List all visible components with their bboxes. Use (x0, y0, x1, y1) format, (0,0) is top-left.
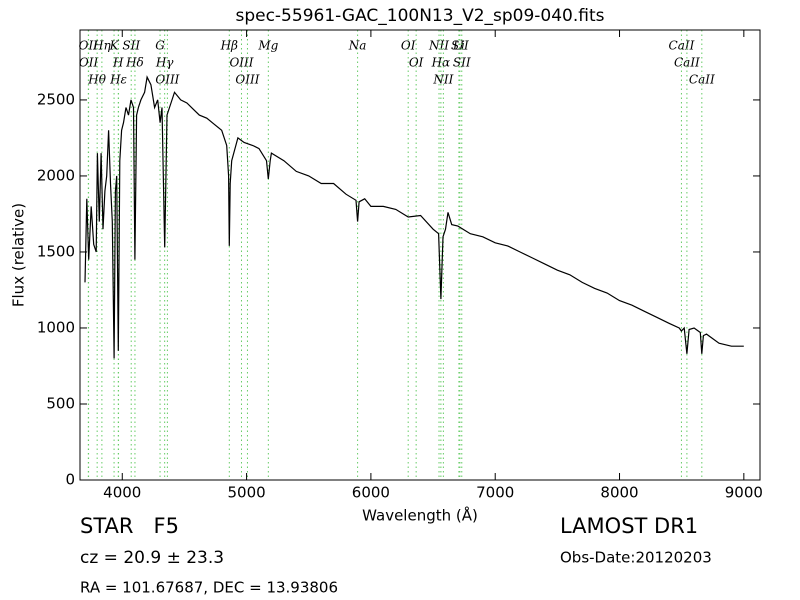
spectral-line-label: Hδ (125, 56, 144, 70)
spectral-line-label: K (109, 39, 120, 53)
spectral-line-label: OIII (229, 56, 253, 70)
spectral-line-label: Hθ (87, 73, 106, 87)
spectral-line-label: Hη (92, 39, 111, 53)
spectral-line-label: Hβ (220, 39, 238, 53)
spectral-line-label: CaII (689, 73, 715, 87)
x-tick-label: 4000 (103, 484, 141, 502)
y-tick-label: 2000 (37, 166, 75, 184)
y-axis-label: Flux (relative) (10, 203, 28, 307)
x-tick-label: 7000 (476, 484, 514, 502)
chart-title: spec-55961-GAC_100N13_V2_sp09-040.fits (235, 6, 604, 26)
spectrum-line (84, 75, 744, 359)
spectral-line-label: SII (122, 39, 140, 53)
spectral-line-label: OI (409, 56, 424, 70)
spectral-line-label: SII (453, 56, 471, 70)
y-tick-label: 2500 (37, 90, 75, 108)
x-tick-label: 9000 (725, 484, 763, 502)
spectral-line-label: Hγ (155, 56, 174, 70)
y-tick-label: 1000 (37, 318, 75, 336)
spectral-line-label: NII (428, 39, 449, 53)
spectral-line-label: OII (79, 39, 99, 53)
redshift: cz = 20.9 ± 23.3 (80, 548, 224, 568)
x-tick-label: 5000 (227, 484, 265, 502)
spectral-line-label: Na (348, 39, 367, 53)
spectral-line-label: SII (451, 39, 469, 53)
x-axis-label: Wavelength (Å) (362, 506, 478, 525)
y-tick-label: 1500 (37, 242, 75, 260)
obs-date: Obs-Date:20120203 (560, 549, 712, 567)
spectral-line-label: OIII (235, 73, 259, 87)
plot-frame (79, 29, 761, 481)
spectral-line-label: G (155, 39, 165, 53)
spectral-line-label: OIII (155, 73, 179, 87)
x-tick-label: 6000 (352, 484, 390, 502)
spectral-line-label: NII (432, 73, 453, 87)
y-tick-label: 0 (65, 471, 75, 489)
spectral-line-label: Mg (257, 39, 278, 53)
coordinates: RA = 101.67687, DEC = 13.93806 (80, 579, 338, 597)
y-tick-label: 500 (46, 394, 75, 412)
survey: LAMOST DR1 (560, 514, 698, 538)
x-tick-label: 8000 (600, 484, 638, 502)
star-class: STAR F5 (80, 514, 179, 538)
spectral-line-label: Hε (109, 73, 127, 87)
spectral-line-label: CaII (674, 56, 700, 70)
spectral-line-label: CaII (669, 39, 695, 53)
spectral-line-label: Hα (431, 56, 451, 70)
spectral-line-label: OII (79, 56, 99, 70)
spectral-line-label: OI (401, 39, 416, 53)
